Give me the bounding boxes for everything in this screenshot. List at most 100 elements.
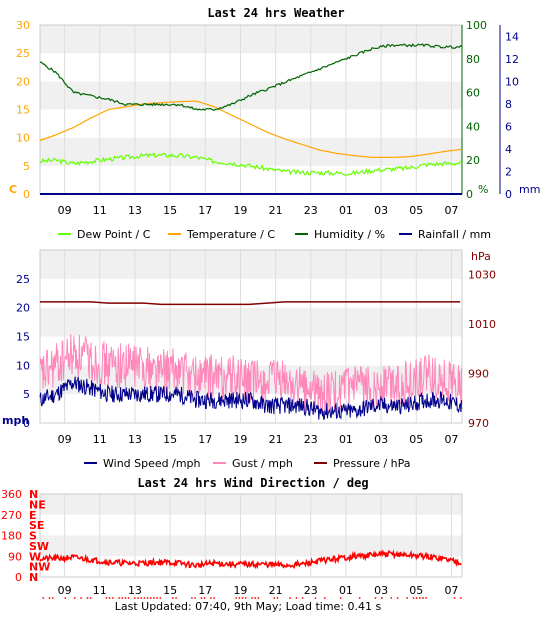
x-tick-label: 01 (339, 584, 353, 597)
humidity-line (39, 43, 463, 111)
y-tick-rainfall: 12 (505, 53, 519, 66)
direction-marker (238, 597, 241, 599)
x-tick-label: 15 (163, 584, 177, 597)
chart2-legend: Wind Speed /mph Gust / mph Pressure / hP… (84, 457, 411, 470)
direction-marker (339, 597, 342, 599)
direction-marker (276, 597, 279, 599)
y-tick-temperature: 10 (16, 132, 30, 145)
compass-label: N (29, 571, 38, 584)
direction-marker (460, 597, 462, 599)
y-tick-rainfall: 8 (505, 98, 512, 111)
direction-marker (241, 597, 244, 599)
grid-band (40, 494, 462, 515)
y-tick-temperature: 30 (16, 19, 30, 32)
direction-marker (257, 597, 260, 599)
y-tick-wind: 5 (23, 388, 30, 401)
legend-rainfall: Rainfall / mm (418, 228, 491, 241)
x-tick-label: 13 (128, 433, 142, 446)
x-tick-label: 05 (409, 584, 423, 597)
x-tick-label: 15 (163, 433, 177, 446)
direction-marker (143, 597, 146, 599)
direction-marker (210, 597, 212, 599)
grid-band (40, 165, 462, 194)
direction-marker (406, 597, 408, 599)
y-tick-direction: 360 (1, 488, 22, 501)
x-tick-label: 01 (339, 433, 353, 446)
y-tick-humidity: 40 (466, 120, 480, 133)
direction-marker (191, 597, 193, 599)
grid-band (40, 336, 462, 366)
direction-marker (203, 597, 206, 599)
y-tick-humidity: 20 (466, 154, 480, 167)
direction-marker (124, 597, 127, 599)
chart1-plot-area (39, 24, 463, 195)
x-tick-label: 19 (233, 433, 247, 446)
y-tick-pressure: 1030 (468, 269, 496, 282)
y-tick-direction: 0 (15, 571, 22, 584)
x-tick-label: 17 (198, 433, 212, 446)
x-tick-label: 13 (128, 584, 142, 597)
direction-marker (289, 597, 291, 599)
y-tick-rainfall: 10 (505, 75, 519, 88)
compass-label: NE (29, 498, 46, 511)
y-tick-rainfall: 0 (505, 188, 512, 201)
direction-marker (105, 597, 108, 599)
direction-marker (323, 597, 326, 599)
compass-label: E (29, 509, 37, 522)
wind-direction-trace (39, 549, 462, 570)
x-tick-label: 09 (58, 433, 72, 446)
direction-marker (137, 597, 140, 599)
direction-marker (213, 597, 216, 599)
direction-marker (121, 597, 124, 599)
direction-marker (111, 597, 114, 599)
x-tick-label: 23 (304, 584, 318, 597)
y-tick-direction: 180 (1, 530, 22, 543)
y-tick-humidity: 60 (466, 87, 480, 100)
y-tick-humidity: 100 (466, 19, 487, 32)
direction-marker (374, 597, 377, 599)
y-tick-temperature: 25 (16, 47, 30, 60)
y-tick-temperature: 20 (16, 75, 30, 88)
direction-marker (172, 597, 174, 599)
compass-label: SW (29, 540, 49, 553)
y-tick-rainfall: 4 (505, 143, 512, 156)
legend-gust: Gust / mph (232, 457, 293, 470)
direction-marker (140, 597, 143, 599)
direction-marker (425, 597, 427, 599)
y-tick-wind: 25 (16, 273, 30, 286)
x-tick-label: 11 (93, 204, 107, 217)
y-tick-temperature: 5 (23, 160, 30, 173)
compass-label: N (29, 488, 38, 501)
legend-humidity: Humidity / % (314, 228, 385, 241)
y-tick-wind: 10 (16, 359, 30, 372)
chart2-left-unit: mph (2, 414, 29, 427)
y-tick-direction: 270 (1, 509, 22, 522)
x-tick-label: 07 (444, 204, 458, 217)
y-tick-humidity: 0 (466, 188, 473, 201)
x-tick-label: 01 (339, 204, 353, 217)
x-tick-label: 19 (233, 204, 247, 217)
direction-marker (415, 597, 418, 599)
x-tick-label: 11 (93, 584, 107, 597)
grid-band (40, 53, 462, 82)
x-tick-label: 09 (58, 584, 72, 597)
grid-band (40, 307, 462, 337)
x-tick-label: 07 (444, 433, 458, 446)
legend-temperature: Temperature / C (186, 228, 275, 241)
direction-marker (64, 597, 67, 599)
chart3-title: Last 24 hrs Wind Direction / deg (137, 476, 368, 490)
direction-marker (295, 597, 298, 599)
y-tick-direction: 90 (8, 550, 22, 563)
x-tick-label: 05 (409, 433, 423, 446)
direction-marker (118, 597, 120, 599)
x-tick-label: 17 (198, 584, 212, 597)
y-tick-temperature: 0 (23, 188, 30, 201)
direction-marker (412, 597, 415, 599)
direction-marker (422, 597, 424, 599)
gust-line (39, 333, 463, 416)
grid-band (40, 250, 462, 279)
direction-marker (453, 597, 456, 599)
direction-marker (42, 597, 45, 599)
compass-label: NW (29, 561, 50, 574)
